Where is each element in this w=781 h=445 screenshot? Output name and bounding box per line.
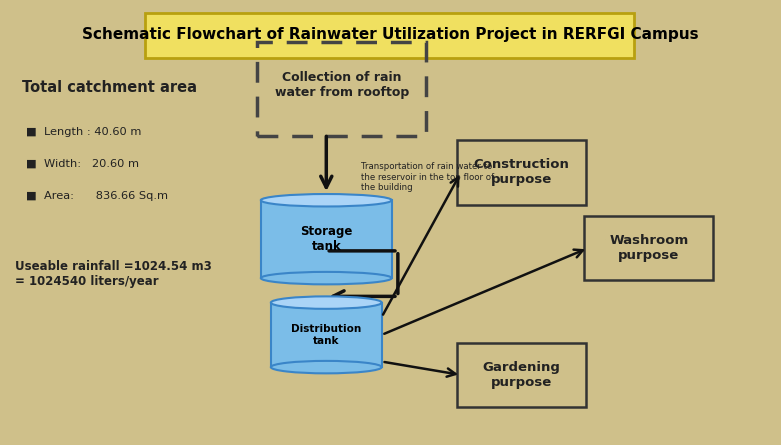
- Text: Construction
purpose: Construction purpose: [474, 158, 569, 186]
- FancyBboxPatch shape: [145, 13, 634, 58]
- FancyBboxPatch shape: [584, 216, 713, 280]
- Ellipse shape: [261, 272, 392, 284]
- Ellipse shape: [271, 361, 382, 373]
- Text: Washroom
purpose: Washroom purpose: [609, 234, 688, 262]
- Text: Useable rainfall =1024.54 m3
= 1024540 liters/year: Useable rainfall =1024.54 m3 = 1024540 l…: [15, 260, 212, 288]
- Text: ■  Width:   20.60 m: ■ Width: 20.60 m: [26, 159, 139, 169]
- Text: ■  Length : 40.60 m: ■ Length : 40.60 m: [26, 127, 141, 137]
- Text: ■  Area:      836.66 Sq.m: ■ Area: 836.66 Sq.m: [26, 191, 168, 201]
- Text: Transportation of rain water to
the reservoir in the top floor of
the building: Transportation of rain water to the rese…: [361, 162, 494, 192]
- Text: Storage
tank: Storage tank: [300, 225, 352, 253]
- Polygon shape: [261, 200, 392, 278]
- Text: Schematic Flowchart of Rainwater Utilization Project in RERFGI Campus: Schematic Flowchart of Rainwater Utiliza…: [82, 27, 698, 42]
- Ellipse shape: [271, 296, 382, 309]
- Text: Total catchment area: Total catchment area: [23, 80, 198, 95]
- Text: Gardening
purpose: Gardening purpose: [483, 361, 561, 389]
- FancyBboxPatch shape: [457, 343, 587, 407]
- Polygon shape: [271, 303, 382, 367]
- FancyBboxPatch shape: [457, 140, 587, 205]
- Ellipse shape: [261, 194, 392, 206]
- Text: Collection of rain
water from rooftop: Collection of rain water from rooftop: [275, 71, 408, 98]
- Text: Distribution
tank: Distribution tank: [291, 324, 362, 346]
